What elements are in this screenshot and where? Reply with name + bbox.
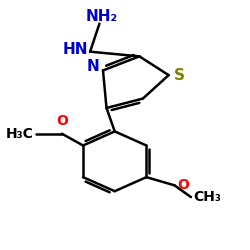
Text: N: N	[87, 60, 100, 74]
Text: O: O	[56, 114, 68, 128]
Text: O: O	[177, 178, 189, 192]
Text: CH₃: CH₃	[193, 190, 221, 204]
Text: S: S	[174, 68, 185, 83]
Text: NH₂: NH₂	[86, 8, 118, 24]
Text: H₃C: H₃C	[6, 127, 34, 141]
Text: HN: HN	[62, 42, 88, 57]
